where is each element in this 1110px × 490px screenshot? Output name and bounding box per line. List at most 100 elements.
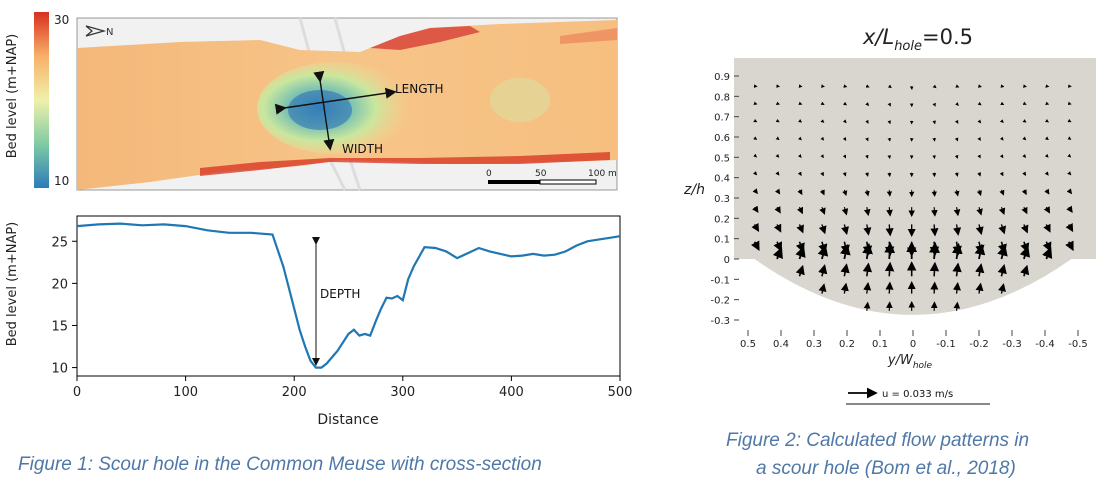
figure2-caption-line1: Figure 2: Calculated flow patterns in — [726, 430, 1030, 451]
flow-vector — [818, 224, 827, 235]
flow-vector — [975, 224, 984, 236]
flow-y-tick-label: 0.2 — [714, 214, 730, 225]
flow-vector — [798, 101, 803, 105]
depth-label: DEPTH — [320, 287, 360, 301]
flow-vector — [954, 137, 959, 142]
flow-x-tick-label: -0.5 — [1068, 339, 1088, 350]
flow-vector — [887, 137, 892, 142]
flow-vector — [954, 154, 959, 159]
flow-vector — [885, 281, 894, 294]
flow-vector — [954, 119, 959, 124]
flow-vector — [997, 244, 1008, 260]
flow-vector — [752, 171, 758, 176]
flow-vector — [753, 101, 758, 105]
flow-vector — [820, 171, 824, 177]
flow-vector — [884, 242, 896, 260]
flow-vector — [1021, 206, 1028, 215]
flow-vector — [1067, 171, 1072, 176]
flow-vector — [840, 263, 850, 277]
flow-vector — [1045, 101, 1050, 105]
flow-vector — [974, 243, 986, 260]
flow-vector — [1022, 136, 1027, 141]
width-label: WIDTH — [342, 142, 383, 156]
flow-vector — [1042, 246, 1053, 260]
flow-vector — [820, 101, 825, 105]
flow-vector — [929, 241, 940, 260]
flow-vector — [863, 301, 871, 311]
flow-vector — [796, 224, 804, 234]
flow-vector — [842, 189, 848, 197]
flow-vector — [751, 205, 759, 214]
scalebar-tick-0: 0 — [486, 169, 492, 179]
colorbar-label: Bed level (m+NAP) — [5, 34, 20, 159]
flow-vector — [840, 282, 849, 294]
flow-vector — [886, 189, 893, 197]
flow-vector — [797, 154, 802, 158]
flow-vector — [819, 189, 825, 196]
x-tick-label: 100 — [173, 385, 198, 400]
flow-vector — [820, 119, 825, 123]
flow-vector — [1044, 153, 1049, 158]
width-arrow — [313, 70, 335, 151]
figure1-map: Bed level (m+NAP) 30 10 LENGTH WIDTH N 0 — [0, 0, 640, 200]
flow-ylabel: z/h — [683, 182, 705, 198]
flow-vector — [999, 189, 1005, 196]
x-tick-label: 500 — [608, 385, 633, 400]
flow-vector — [840, 243, 851, 260]
x-tick-label: 200 — [282, 385, 307, 400]
flow-vector — [863, 282, 872, 294]
flow-vector — [818, 264, 828, 277]
flow-vector — [1067, 101, 1072, 105]
y-tick-label: 25 — [51, 235, 68, 250]
x-tick-label: 300 — [390, 385, 415, 400]
length-label: LENGTH — [395, 82, 443, 96]
flow-x-tick-label: 0.3 — [806, 339, 822, 350]
flow-vector — [887, 172, 892, 178]
flow-vector — [1067, 136, 1072, 140]
flow-vector — [887, 84, 892, 89]
figure1-profile: Bed level (m+NAP) 0 100 200 300 400 500 10 15 20… — [0, 200, 640, 440]
flow-x-tick-label: 0.4 — [773, 339, 789, 350]
flow-vector — [975, 263, 985, 277]
flow-vector — [842, 119, 847, 124]
flow-vector — [1043, 206, 1051, 214]
flow-vector — [795, 264, 805, 277]
flow-vector — [976, 206, 983, 216]
flow-y-tick-label: -0.1 — [710, 275, 730, 286]
flow-vector — [842, 172, 847, 177]
reference-vector-legend: u = 0.033 m/s — [846, 387, 990, 405]
flow-vector — [1065, 240, 1074, 252]
flow-x-tick-label: -0.1 — [936, 339, 956, 350]
flow-x-tick-label: -0.3 — [1002, 339, 1022, 350]
flow-vector — [819, 206, 826, 215]
flow-vector — [797, 189, 803, 196]
flow-y-tick-label: 0 — [724, 255, 730, 266]
flow-vector — [842, 137, 847, 142]
flow-xlabel: y/Whole — [887, 353, 933, 371]
flow-y-tick-label: 0.4 — [714, 174, 730, 185]
flow-vector — [1044, 188, 1050, 195]
flow-vector — [932, 84, 937, 89]
flow-vector — [887, 155, 892, 159]
figure2-plot: x/Lhole=0.5 0.9 0.8 0.7 0.6 0.5 0.4 0.3 0.2 0.1 0… — [660, 0, 1110, 420]
flow-vector — [954, 189, 960, 197]
flow-vector — [975, 282, 984, 294]
length-arrow — [274, 87, 397, 115]
scalebar-tick-50: 50 — [535, 169, 547, 179]
y-tick-label: 20 — [51, 277, 68, 292]
flow-vector — [774, 206, 781, 214]
flow-vector — [820, 154, 824, 159]
flow-vector — [955, 102, 959, 106]
colorbar-min: 10 — [54, 174, 69, 188]
flow-vector — [865, 137, 869, 142]
flow-vector — [820, 136, 825, 141]
flow-vector — [955, 84, 960, 88]
flow-vector — [775, 101, 780, 105]
flow-vector — [843, 101, 847, 106]
flow-vector — [1067, 118, 1072, 123]
flow-vector — [753, 136, 758, 140]
flow-vector — [951, 242, 963, 260]
y-tick-label: 10 — [51, 362, 68, 377]
flow-x-tick-label: -0.2 — [969, 339, 989, 350]
flow-vector — [865, 119, 869, 124]
